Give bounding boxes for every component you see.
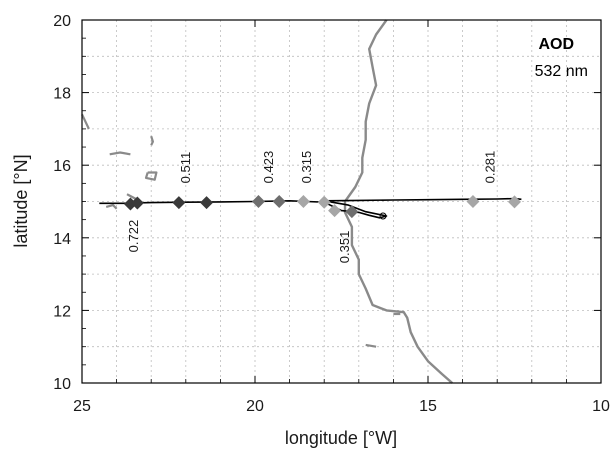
y-tick-label: 20 [53, 13, 71, 30]
island-outline [150, 135, 154, 146]
island-outline [109, 151, 131, 156]
aod-value-label: 0.281 [482, 151, 497, 184]
legend-subtitle: 532 nm [535, 63, 588, 80]
legend-title: AOD [538, 36, 574, 53]
x-tick-label: 15 [419, 398, 437, 415]
y-axis-title: latitude [°N] [11, 154, 31, 247]
aod-marker [251, 195, 265, 208]
x-axis-title: longitude [°W] [285, 428, 397, 448]
island-outline [105, 204, 118, 210]
aod-marker [172, 196, 186, 210]
x-tick-label: 10 [592, 398, 610, 415]
y-tick-label: 14 [53, 231, 71, 248]
aod-marker [200, 196, 214, 210]
aod-marker [466, 195, 480, 208]
x-tick-label: 20 [246, 398, 264, 415]
aod-marker [345, 205, 359, 219]
x-tick-label: 25 [73, 398, 91, 415]
coastline [81, 19, 453, 384]
track-loop [379, 212, 387, 220]
aod-value-label: 0.722 [126, 220, 141, 253]
island-outline [365, 343, 377, 348]
aod-marker [508, 195, 521, 209]
axis-ticks: 25 20 15 10 10 12 14 16 18 20 [53, 13, 610, 415]
aod-value-label: 0.351 [337, 231, 352, 264]
island-outline [144, 171, 158, 181]
flight-track [99, 197, 522, 220]
y-tick-label: 16 [53, 158, 71, 175]
island-outline [81, 113, 90, 130]
aod-marker [296, 195, 310, 208]
aod-value-label: 0.315 [299, 151, 314, 184]
y-tick-label: 10 [53, 376, 71, 393]
aod-marker [272, 195, 286, 208]
aod-marker [317, 195, 331, 209]
aod-value-labels: 0.722 0.511 0.423 0.315 0.351 0.281 [126, 151, 497, 263]
aod-value-label: 0.423 [261, 151, 276, 184]
aod-marker [328, 204, 342, 218]
coastline-path [343, 19, 453, 384]
y-tick-label: 12 [53, 303, 71, 320]
aod-value-label: 0.511 [178, 152, 193, 184]
y-tick-label: 18 [53, 86, 71, 103]
aod-markers [123, 195, 521, 219]
aod-marker [130, 196, 144, 210]
flight-track-line [99, 197, 522, 219]
